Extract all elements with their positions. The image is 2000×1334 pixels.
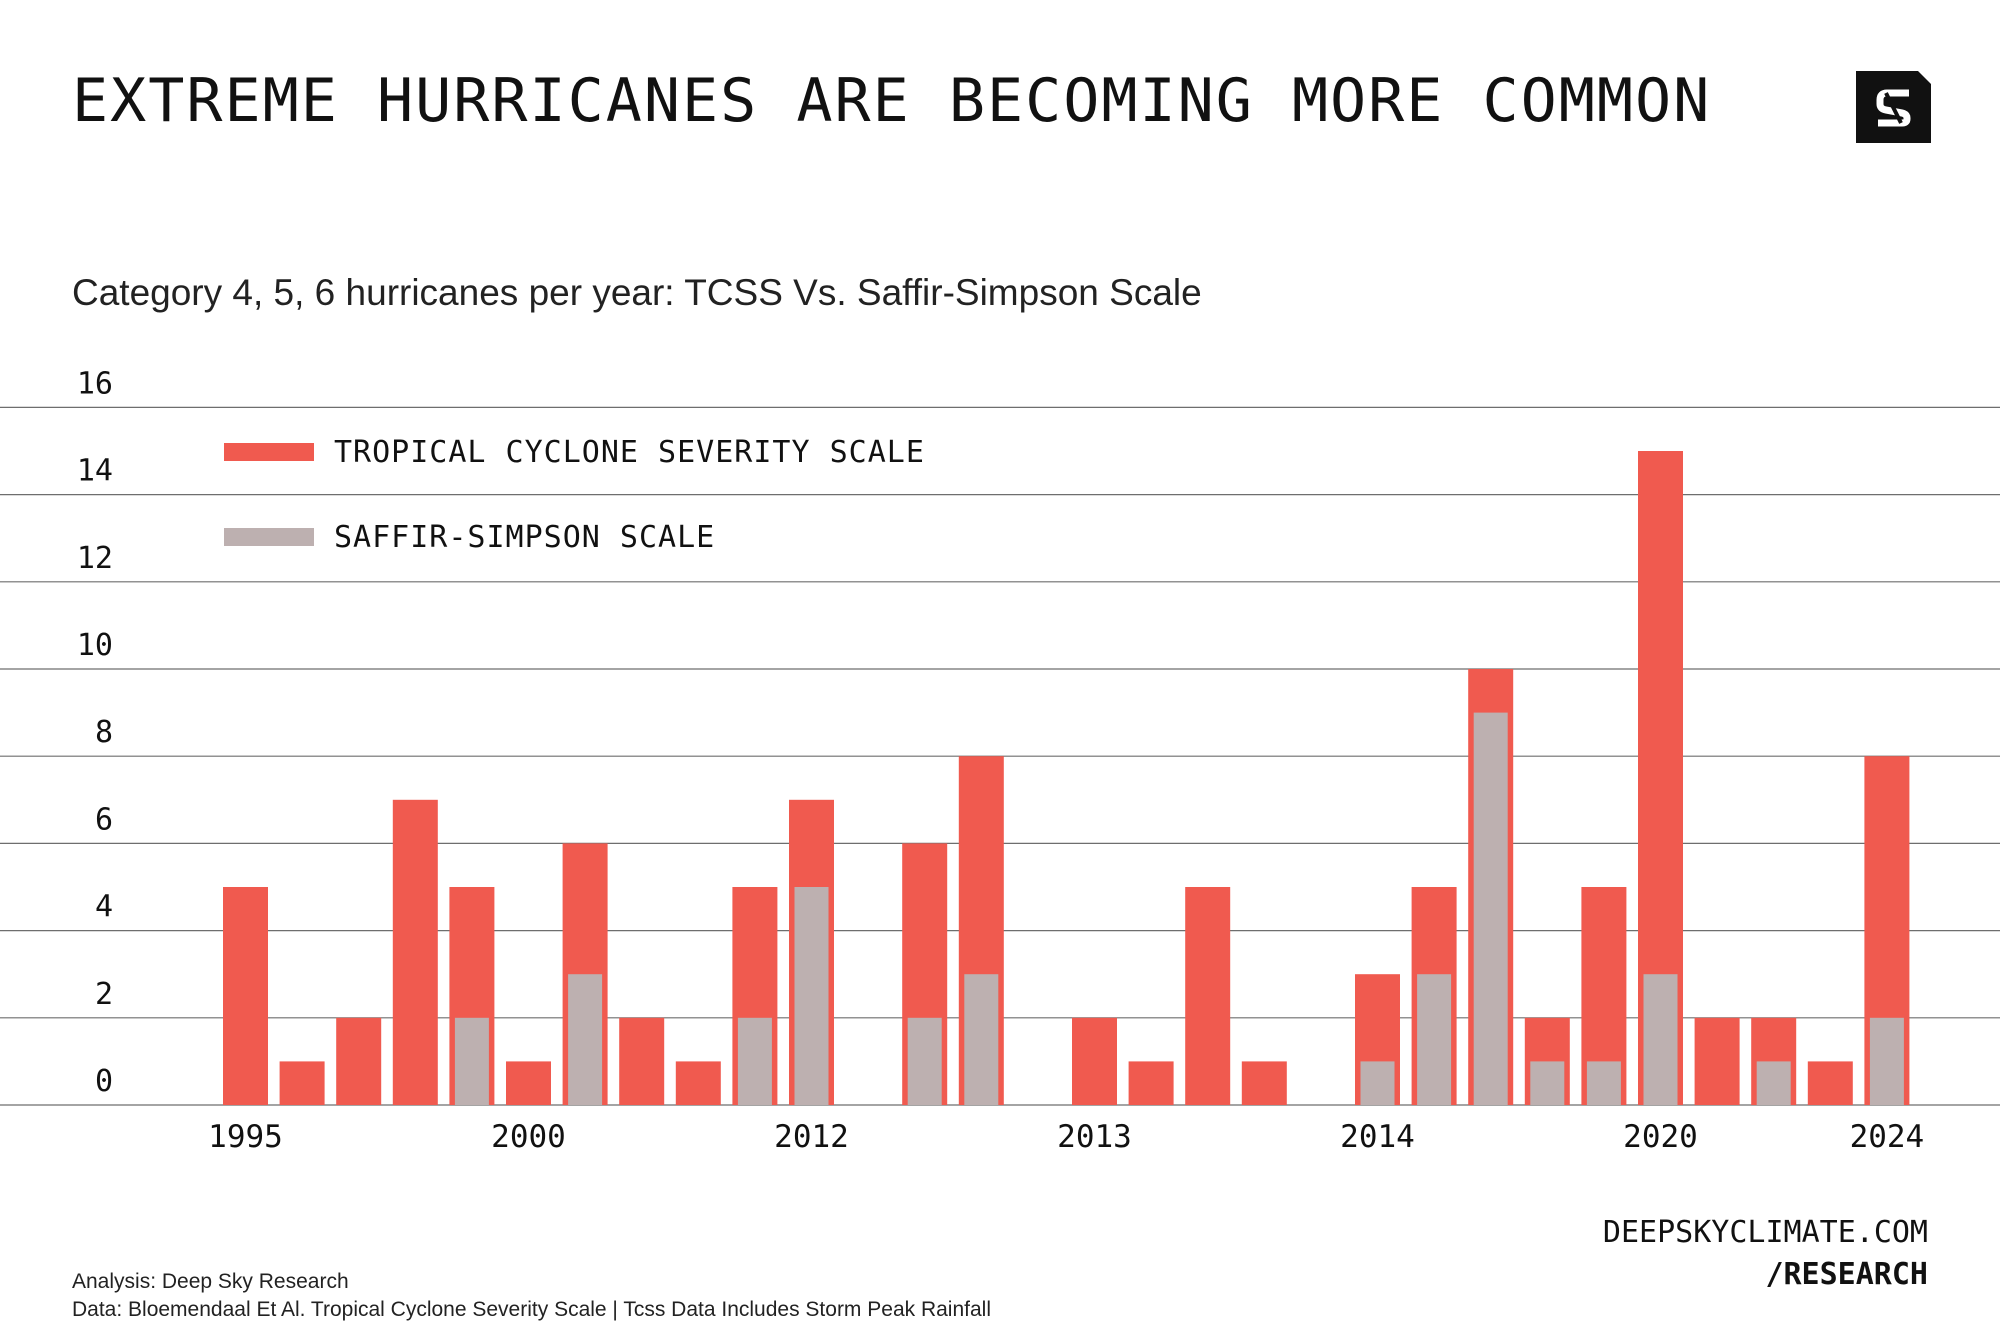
tcss-bar [1807, 1061, 1853, 1105]
saffir-simpson-bar [1756, 1061, 1791, 1105]
saffir-simpson-bar [1360, 1061, 1395, 1105]
x-tick-label: 2014 [1340, 1119, 1415, 1155]
tcss-bar [1694, 1017, 1740, 1105]
y-tick-label: 14 [77, 454, 113, 489]
legend-label-saffir-simpson: SAFFIR-SIMPSON SCALE [334, 520, 715, 555]
tcss-bar [279, 1061, 325, 1105]
saffir-simpson-bar [1530, 1061, 1565, 1105]
tcss-bar [392, 799, 438, 1105]
tcss-bar [1241, 1061, 1287, 1105]
chart-title: EXTREME HURRICANES ARE BECOMING MORE COM… [72, 66, 1712, 136]
chart-subtitle: Category 4, 5, 6 hurricanes per year: TC… [72, 272, 1202, 313]
saffir-simpson-bar [454, 1017, 489, 1105]
y-tick-label: 0 [95, 1064, 113, 1099]
y-tick-label: 8 [95, 715, 113, 750]
x-tick-label: 1995 [208, 1119, 283, 1155]
legend-swatch-saffir-simpson [224, 528, 314, 546]
tcss-bar [1128, 1061, 1174, 1105]
x-tick-label: 2013 [1057, 1119, 1132, 1155]
y-tick-label: 2 [95, 977, 113, 1012]
x-tick-label: 2000 [491, 1119, 566, 1155]
y-tick-label: 10 [77, 628, 113, 663]
tcss-bar [506, 1061, 551, 1105]
saffir-simpson-bar [1869, 1017, 1904, 1105]
source-notes: Analysis: Deep Sky Research Data: Bloeme… [72, 1268, 991, 1324]
analysis-credit: Analysis: Deep Sky Research [72, 1270, 349, 1293]
tcss-bar [1072, 1017, 1117, 1105]
y-tick-label: 16 [77, 366, 113, 401]
research-url[interactable]: DEEPSKYCLIMATE.COM /RESEARCH [1603, 1212, 1928, 1296]
tcss-bar [675, 1061, 721, 1105]
bar-chart: 0 2 4 6 8 10 12 14 16 1995 2000 2012 2013 2014 2020 202… [0, 366, 2000, 1155]
tcss-bar [619, 1017, 665, 1105]
y-tick-label: 12 [77, 541, 113, 576]
x-tick-label: 2012 [774, 1119, 849, 1155]
tcss-bar [223, 887, 268, 1105]
saffir-simpson-bar [964, 974, 999, 1105]
y-tick-label: 4 [95, 890, 113, 925]
saffir-simpson-bar [1417, 974, 1452, 1105]
y-tick-label: 6 [95, 802, 113, 837]
saffir-simpson-bar [794, 887, 829, 1105]
deep-sky-s-logo-icon [1856, 71, 1931, 143]
x-tick-label: 2020 [1623, 1119, 1698, 1155]
saffir-simpson-bar [1473, 712, 1508, 1105]
url-line-2[interactable]: /RESEARCH [1765, 1257, 1928, 1292]
saffir-simpson-bar [737, 1017, 772, 1105]
saffir-simpson-bar [568, 974, 603, 1105]
x-tick-label: 2024 [1850, 1119, 1925, 1155]
data-source: Data: Bloemendaal Et Al. Tropical Cyclon… [72, 1298, 991, 1321]
saffir-simpson-bar [907, 1017, 942, 1105]
legend-label-tcss: TROPICAL CYCLONE SEVERITY SCALE [334, 435, 925, 470]
legend-swatch-tcss [224, 443, 314, 461]
tcss-bar [336, 1017, 382, 1105]
saffir-simpson-bar [1586, 1061, 1621, 1105]
saffir-simpson-bar [1643, 974, 1678, 1105]
url-line-1[interactable]: DEEPSKYCLIMATE.COM [1602, 1215, 1928, 1250]
tcss-bar [1185, 887, 1231, 1105]
